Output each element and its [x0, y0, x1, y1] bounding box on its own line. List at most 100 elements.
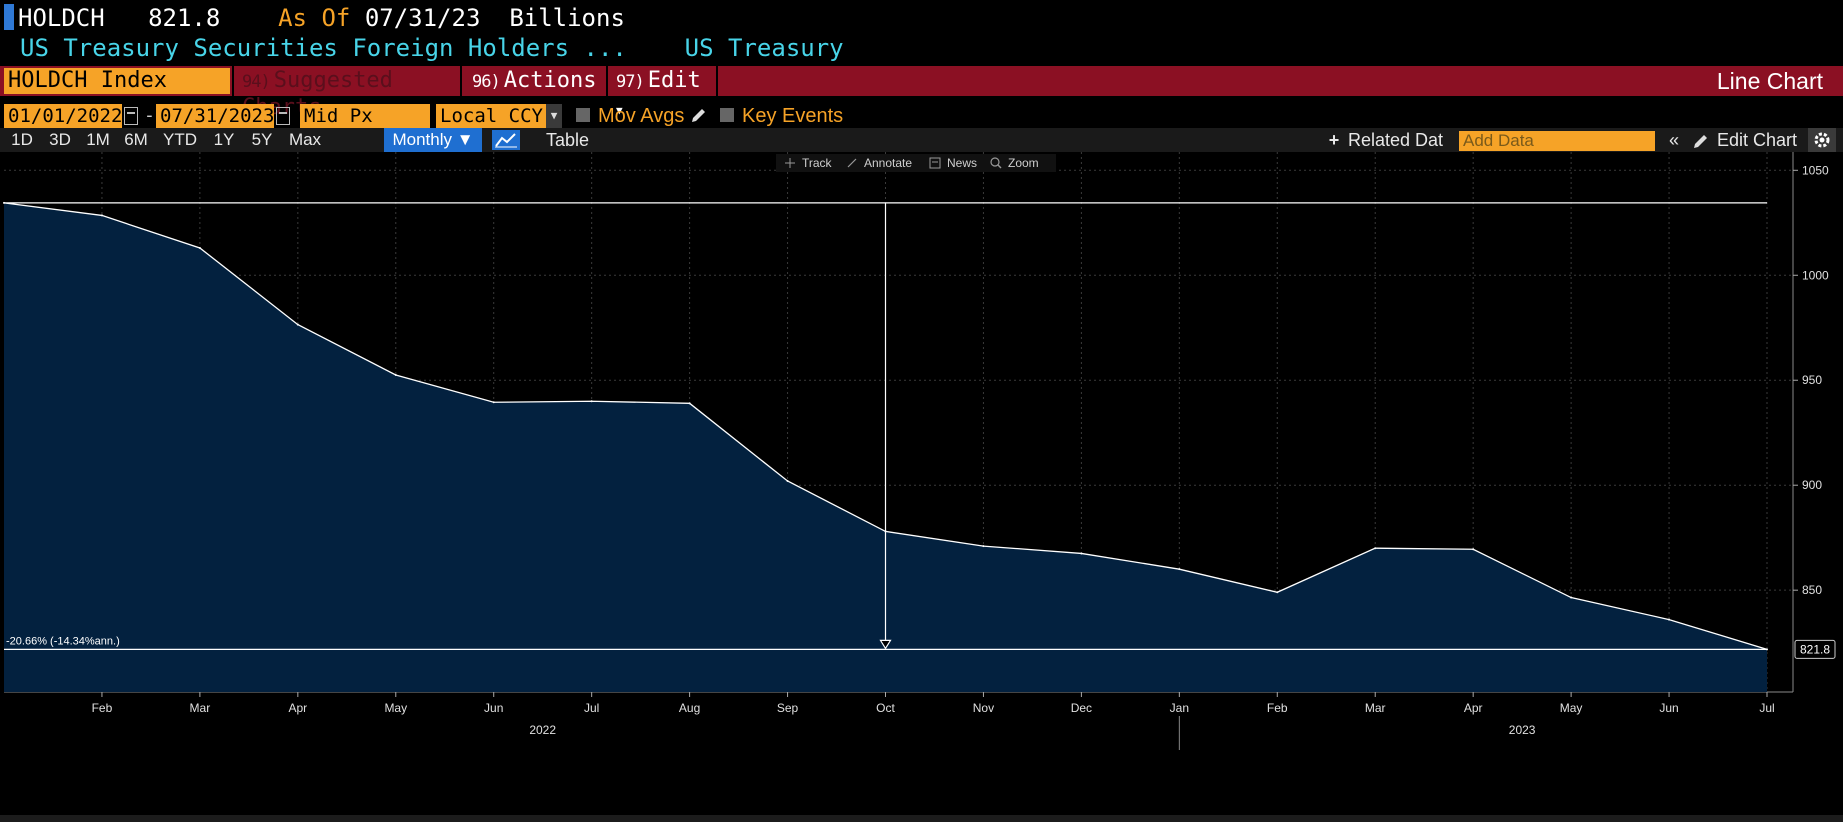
- gear-icon[interactable]: [1808, 128, 1836, 152]
- period-button-ytd[interactable]: YTD: [163, 130, 197, 149]
- x-tick-label: Aug: [679, 701, 700, 715]
- security-header: HOLDCH 821.8 As Of 07/31/23 Billions: [4, 4, 625, 32]
- series-area-fill: [4, 202, 1767, 692]
- security-description: US Treasury Securities Foreign Holders .…: [20, 34, 627, 62]
- edit-menu-button[interactable]: 97) Edit ▼: [610, 68, 714, 117]
- date-range-dash: -: [144, 105, 155, 126]
- period-button-1m[interactable]: 1M: [86, 130, 110, 149]
- asof-date: 07/31/23: [364, 4, 481, 32]
- change-label: -20.66% (-14.34%ann.): [6, 635, 120, 647]
- asof-label: As Of: [278, 4, 351, 32]
- actions-label: Actions: [503, 68, 597, 93]
- year-label: 2022: [529, 723, 556, 737]
- chart-tools: Track Annotate News Zoom: [776, 154, 1056, 172]
- last-value-tag: 821.8: [1794, 639, 1836, 659]
- suggested-charts-number: 94): [242, 72, 271, 92]
- x-tick-label: Nov: [973, 701, 994, 715]
- mov-avgs-label: Mov Avgs: [598, 105, 685, 127]
- frequency-select[interactable]: Monthly ▼: [384, 128, 482, 152]
- calendar-icon[interactable]: [276, 107, 290, 125]
- period-button-1y[interactable]: 1Y: [213, 130, 235, 149]
- y-tick-label: 1000: [1802, 268, 1829, 282]
- annotate-icon[interactable]: [847, 158, 857, 168]
- pencil-icon[interactable]: [688, 103, 708, 127]
- add-data-input[interactable]: Add Data: [1459, 131, 1655, 151]
- x-tick-label: Jul: [584, 701, 599, 715]
- y-tick-label: 1050: [1802, 163, 1829, 177]
- last-value: 821.8: [148, 4, 221, 32]
- x-tick-label: May: [384, 701, 407, 715]
- mov-avgs-checkbox[interactable]: [576, 108, 590, 122]
- toolbar-separator: [460, 66, 462, 96]
- chart-tool-news[interactable]: News: [947, 156, 977, 170]
- y-tick-label: 900: [1802, 478, 1822, 492]
- end-date-field[interactable]: 07/31/2023: [156, 104, 274, 128]
- edit-chart-button[interactable]: Edit Chart: [1717, 130, 1798, 150]
- start-date-field[interactable]: 01/01/2022: [4, 104, 122, 128]
- x-tick-label: Jun: [484, 701, 503, 715]
- related-data-button[interactable]: Related Dat: [1348, 130, 1444, 150]
- chart-tool-annotate[interactable]: Annotate: [864, 156, 912, 170]
- x-tick-label: Oct: [876, 701, 895, 715]
- chart-type-title: Line Chart: [1716, 68, 1823, 94]
- edit-label: Edit: [647, 68, 701, 93]
- security-description-row: US Treasury Securities Foreign Holders .…: [20, 34, 844, 62]
- collapse-double-chevron-icon[interactable]: «: [1668, 130, 1679, 150]
- y-tick-label: 950: [1802, 373, 1822, 387]
- toolbar-separator: [606, 66, 608, 96]
- chart-tool-track[interactable]: Track: [802, 156, 833, 170]
- x-tick-label: Dec: [1071, 701, 1092, 715]
- last-value-tag-box: [1794, 639, 1836, 659]
- zoom-icon[interactable]: [990, 157, 1002, 169]
- y-tick-label: 850: [1802, 583, 1822, 597]
- x-tick-label: Feb: [1267, 701, 1288, 715]
- key-events-label: Key Events: [742, 105, 844, 127]
- x-tick-label: Mar: [1365, 701, 1386, 715]
- x-tick-label: Apr: [288, 701, 307, 715]
- toolbar-separator: [232, 66, 234, 96]
- ticker: HOLDCH: [18, 4, 105, 32]
- ticker-marker: [4, 4, 14, 30]
- line-chart-icon[interactable]: [492, 130, 520, 150]
- x-tick-label: Jan: [1170, 701, 1189, 715]
- currency-dropdown-icon[interactable]: ▼: [546, 104, 562, 128]
- chart-tool-zoom[interactable]: Zoom: [1008, 156, 1039, 170]
- table-button[interactable]: Table: [546, 130, 590, 150]
- price-field[interactable]: Mid Px: [300, 104, 430, 128]
- year-label: 2023: [1509, 723, 1536, 737]
- edit-dropdown-icon: ▼: [616, 104, 623, 117]
- actions-menu-button[interactable]: 96)Actions ▼: [466, 68, 606, 117]
- x-tick-label: Sep: [777, 701, 799, 715]
- plus-icon[interactable]: +: [1328, 130, 1340, 150]
- period-button-3d[interactable]: 3D: [49, 130, 71, 149]
- scroll-bar[interactable]: [0, 815, 1843, 822]
- period-button-6m[interactable]: 6M: [124, 130, 148, 149]
- x-tick-label: Feb: [92, 701, 113, 715]
- track-icon[interactable]: [785, 158, 795, 168]
- chart-tools-strip: [776, 154, 1056, 172]
- x-tick-label: Jul: [1759, 701, 1774, 715]
- key-events-checkbox[interactable]: [720, 108, 734, 122]
- x-axis: Feb Mar Apr May Jun Jul Aug Sep Oct Nov Dec Jan Feb M…: [92, 692, 1775, 750]
- period-button-1d[interactable]: 1D: [11, 130, 33, 149]
- function-toolbar: [0, 66, 1843, 96]
- line-chart[interactable]: -20.66% (-14.34%ann.) 85090095010001050 …: [0, 152, 1843, 815]
- edit-number: 97): [616, 72, 645, 92]
- period-button-max[interactable]: Max: [288, 130, 322, 149]
- x-tick-label: Jun: [1659, 701, 1678, 715]
- period-button-5y[interactable]: 5Y: [251, 130, 273, 149]
- range-marker-arrow[interactable]: [879, 639, 892, 650]
- suggested-charts-button[interactable]: 94) Suggested Charts: [236, 68, 456, 120]
- currency-select[interactable]: Local CCY: [436, 104, 562, 128]
- x-tick-label: Apr: [1464, 701, 1483, 715]
- pencil-icon[interactable]: [1692, 131, 1710, 151]
- security-input[interactable]: HOLDCH Index: [4, 68, 230, 94]
- units: Billions: [509, 4, 625, 32]
- news-icon[interactable]: [929, 157, 941, 169]
- x-tick-label: Mar: [190, 701, 211, 715]
- actions-number: 96): [472, 72, 501, 92]
- calendar-icon[interactable]: [124, 107, 138, 125]
- x-tick-label: May: [1560, 701, 1583, 715]
- security-source: US Treasury: [684, 34, 844, 62]
- last-value-tag-text: 821.8: [1800, 642, 1830, 656]
